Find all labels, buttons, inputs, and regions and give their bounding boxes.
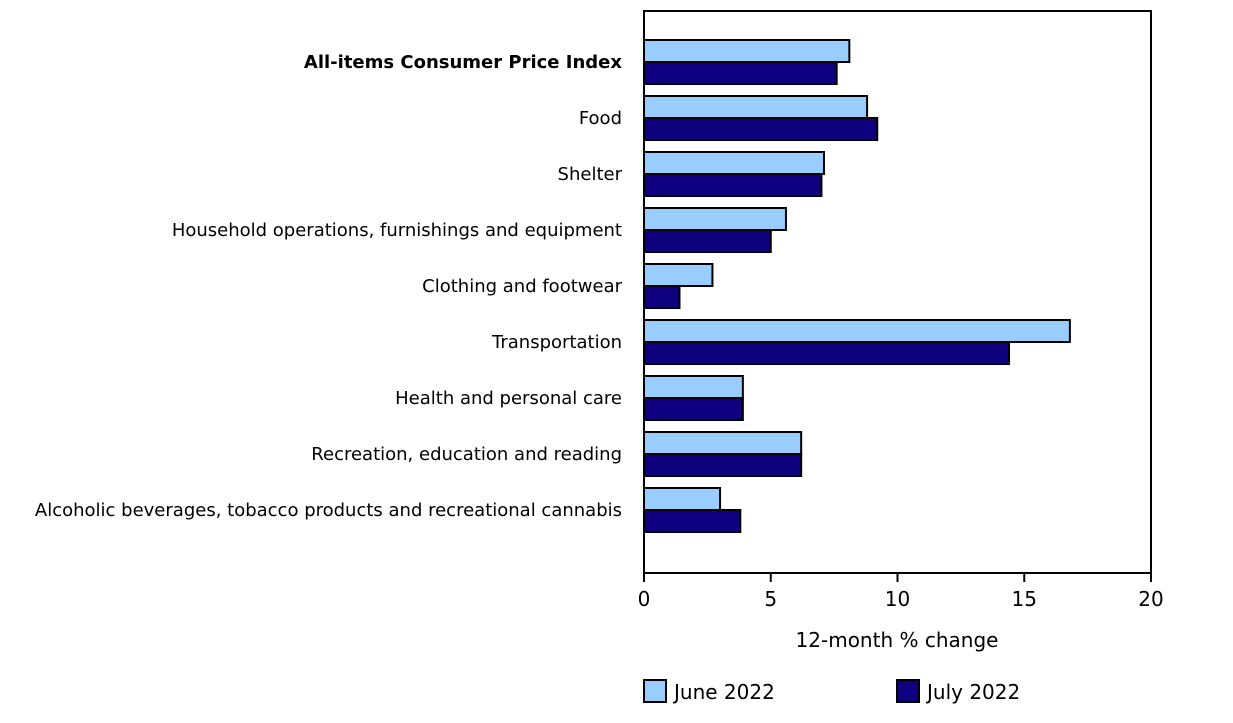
x-tick-label: 5 [764, 587, 777, 611]
category-label: Recreation, education and reading [311, 444, 622, 465]
category-label: Food [579, 108, 622, 129]
x-tick-label: 10 [885, 587, 910, 611]
bar-july [643, 397, 744, 421]
bar-july [643, 117, 879, 141]
bar-june [643, 319, 1071, 343]
x-tick-label: 15 [1012, 587, 1037, 611]
x-axis-label: 12-month % change [796, 628, 999, 652]
category-label: Transportation [491, 332, 622, 353]
bar-july [643, 509, 742, 533]
bar-june [643, 487, 722, 511]
bar-july [643, 341, 1011, 365]
bar-june [643, 151, 825, 175]
category-label: Household operations, furnishings and eq… [172, 220, 622, 241]
bar-june [643, 39, 851, 63]
bar-july [643, 453, 803, 477]
x-tick-label: 0 [638, 587, 651, 611]
bar-july [643, 229, 772, 253]
category-label: Shelter [558, 164, 623, 185]
legend-swatch [896, 679, 920, 703]
legend-label: July 2022 [925, 680, 1020, 704]
bar-june [643, 375, 744, 399]
bar-july [643, 285, 681, 309]
category-label: Health and personal care [395, 388, 622, 409]
bar-june [643, 263, 714, 287]
category-label: All-items Consumer Price Index [304, 52, 622, 73]
bar-june [643, 95, 869, 119]
bar-june [643, 431, 803, 455]
legend-label: June 2022 [672, 680, 775, 704]
legend-swatch [643, 679, 667, 703]
bar-july [643, 61, 838, 85]
category-label: Clothing and footwear [422, 276, 622, 297]
bar-july [643, 173, 823, 197]
bar-june [643, 207, 787, 231]
x-tick-label: 20 [1138, 587, 1163, 611]
category-label: Alcoholic beverages, tobacco products an… [35, 500, 622, 521]
